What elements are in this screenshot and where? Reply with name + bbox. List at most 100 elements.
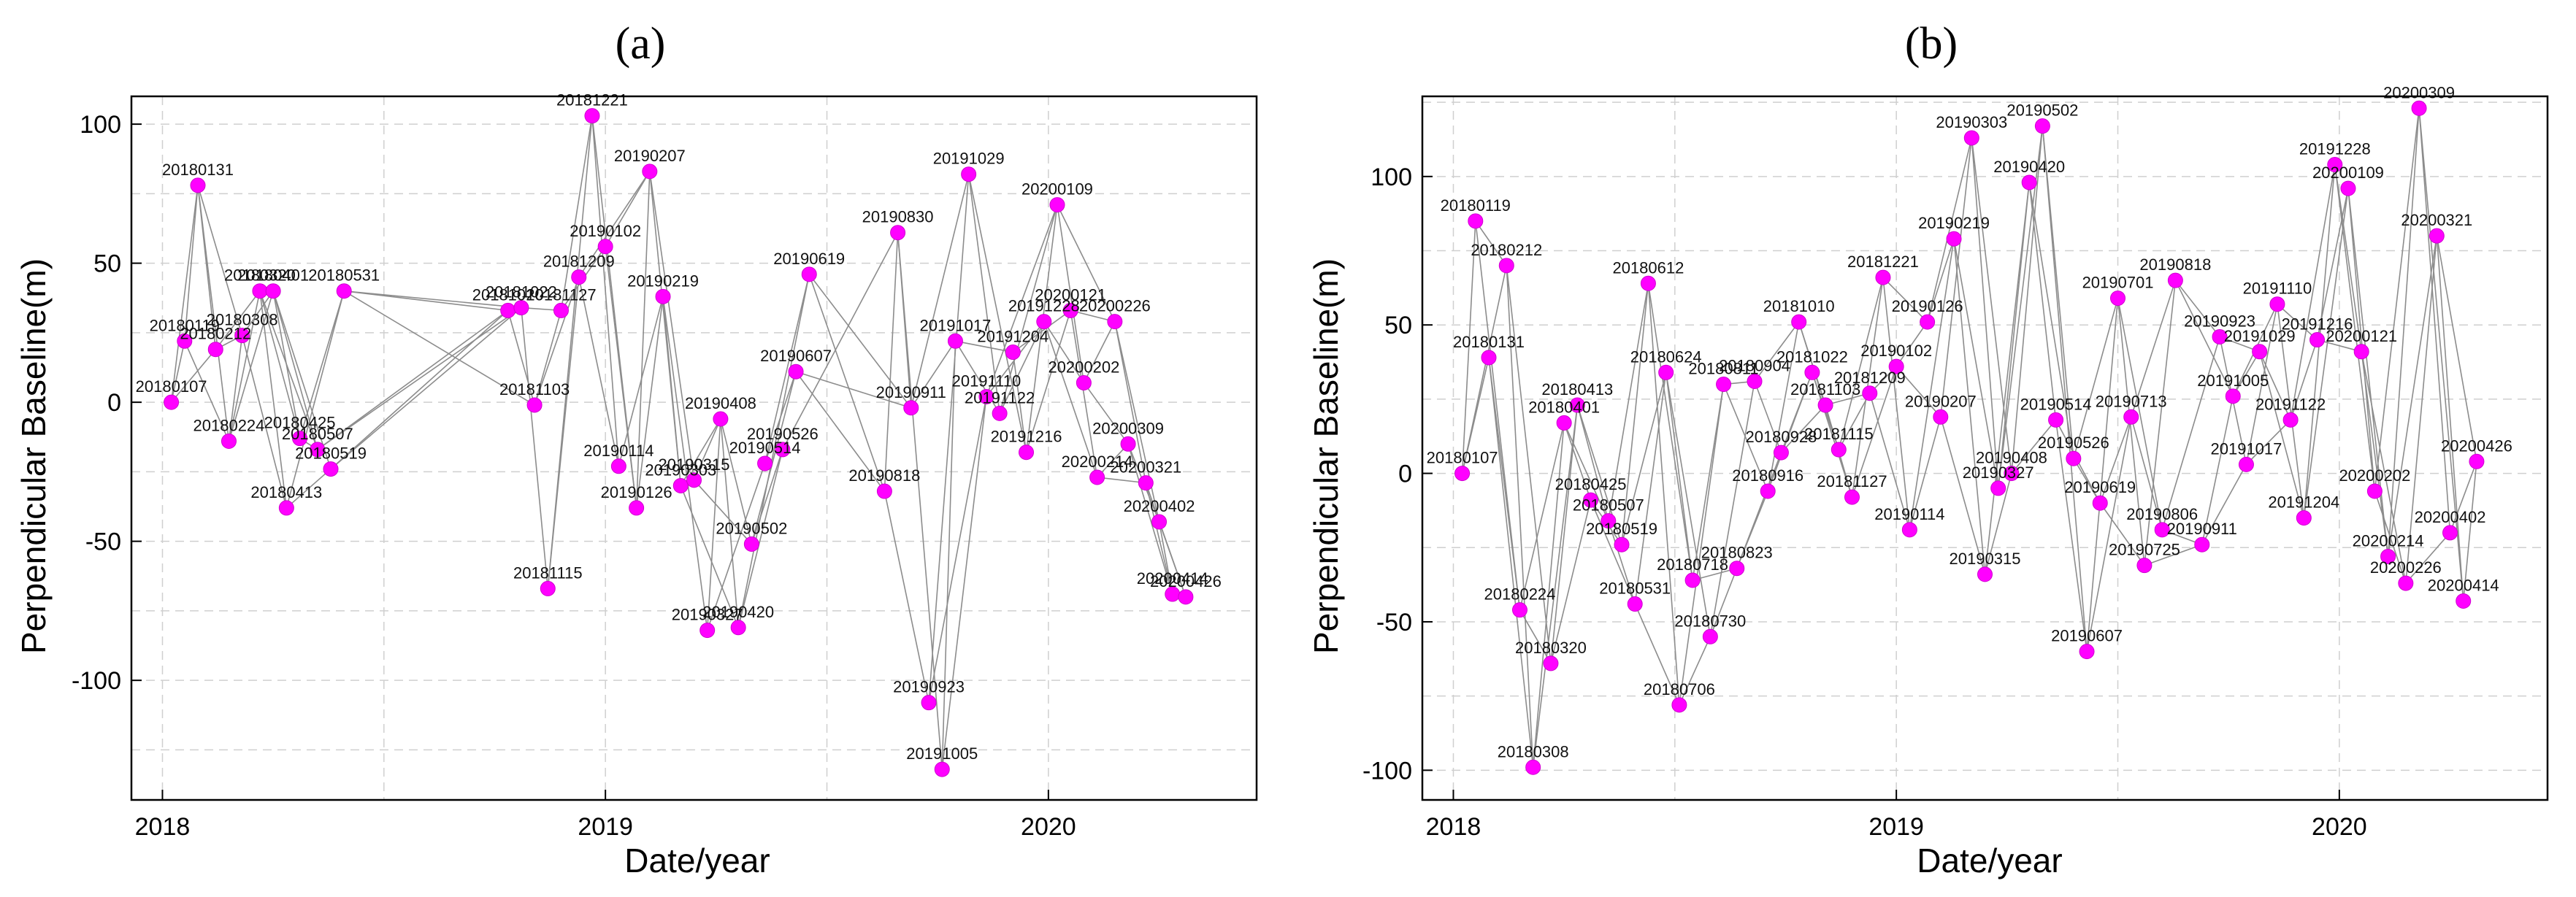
panel-b-title: (b) (1905, 19, 1958, 69)
panel-a-point-label: 20200214 (1062, 453, 1133, 471)
panel-a-interferogram-edge (170, 341, 185, 403)
panel-a-point-label: 20190619 (773, 250, 845, 268)
panel-b-interferogram-edge (2316, 188, 2349, 340)
panel-b-point-label: 20191216 (2282, 315, 2353, 334)
panel-a-interferogram-edge (941, 341, 957, 770)
panel-b-interferogram-edge (2277, 304, 2305, 518)
panel-a-interferogram-edge (228, 335, 243, 442)
panel-a-y-tick-label: 0 (107, 389, 121, 417)
panel-b-acquisition-point (1729, 561, 1745, 577)
panel-a-acquisition-point (1138, 475, 1154, 491)
panel-a-acquisition-point (876, 483, 892, 499)
panel-a-interferogram-edge (170, 185, 199, 403)
panel-b-interferogram-edge (1647, 283, 1680, 705)
panel-a-interferogram-edge (272, 290, 318, 450)
panel-b-point-label: 20180519 (1586, 520, 1657, 538)
panel-b-acquisition-point (1627, 596, 1643, 612)
panel-b-acquisition-point (2123, 409, 2139, 425)
panel-b-interferogram-edge (2161, 336, 2220, 531)
panel-a-interferogram-edge (299, 290, 345, 439)
panel-a-interferogram-edge (259, 290, 288, 509)
panel-a-interferogram-edge (1114, 321, 1160, 523)
panel-b-acquisition-point (1946, 231, 1962, 247)
panel-b-acquisition-point (1511, 602, 1527, 618)
panel-b-interferogram-edge (2436, 236, 2477, 462)
panel-b-point-label: 20191029 (2224, 327, 2296, 345)
panel-b-interferogram-edge (2387, 108, 2420, 557)
panel-b-interferogram-edge (1953, 239, 1999, 489)
panel-b-acquisition-point (1543, 655, 1559, 671)
panel-b-point-label: 20180507 (1573, 496, 1644, 515)
panel-b-interferogram-edge (2130, 417, 2163, 531)
panel-b-interferogram-edge (1461, 220, 1476, 474)
panel-b-interferogram-edge (2073, 458, 2101, 504)
panel-b-y-tick-label: 100 (1371, 163, 1412, 191)
panel-b-interferogram-edge (1563, 423, 1592, 501)
panel-a-interferogram-edge (751, 449, 783, 544)
panel-b-acquisition-point (2048, 412, 2064, 428)
panel-a-interferogram-edge (272, 290, 331, 469)
panel-a-acquisition-point (730, 620, 746, 636)
panel-a-y-axis-label: Perpendicular Baseline(m) (15, 258, 53, 654)
panel-b-acquisition-point (1671, 697, 1687, 713)
panel-b-point-label: 20180718 (1657, 555, 1728, 574)
panel-a-point-label: 20190315 (659, 455, 730, 474)
panel-b-acquisition-point (1901, 522, 1917, 538)
panel-b-acquisition-point (2194, 536, 2210, 553)
panel-b-interferogram-edge (1532, 423, 1565, 768)
panel-b-interferogram-edge (2418, 108, 2464, 601)
panel-a-interferogram-edge (808, 274, 886, 492)
panel-a-interferogram-edge (170, 349, 216, 403)
panel-a-interferogram-edge (1012, 352, 1027, 453)
panel-b-point-label: 20180624 (1630, 347, 1702, 366)
panel-a-interferogram-edge (941, 396, 987, 770)
panel-b-acquisition-point (1804, 364, 1820, 380)
panel-a-acquisition-point (190, 177, 206, 193)
panel-b-acquisition-point (2079, 644, 2095, 660)
panel-b-y-tick-label: 50 (1384, 312, 1412, 339)
panel-b-acquisition-point (1817, 397, 1833, 413)
panel-b-interferogram-edge (1679, 384, 1725, 705)
panel-b-point-label: 20190526 (2038, 434, 2109, 452)
panel-a-point-label: 20190126 (601, 483, 672, 501)
panel-a-interferogram-edge (795, 371, 912, 409)
panel-a-interferogram-edge (547, 277, 580, 589)
panel-a-interferogram-edge (897, 232, 943, 770)
panel-b-interferogram-edge (2258, 351, 2291, 420)
panel-a-point-label: 20200109 (1021, 180, 1093, 199)
panel-a-interferogram-edge (1043, 321, 1085, 383)
panel-a-acquisition-point (672, 477, 689, 493)
panel-a-interferogram-edge (883, 232, 899, 492)
panel-b-point-label: 20200426 (2441, 436, 2512, 455)
panel-a-point-label: 20190219 (627, 272, 699, 290)
panel-a-interferogram-edge (317, 307, 522, 450)
panel-b-interferogram-edge (1767, 321, 1800, 492)
panel-a-point-label: 20180413 (250, 483, 322, 501)
panel-a-point-label: 20180425 (264, 414, 336, 432)
panel-a-interferogram-edge (680, 418, 721, 486)
panel-b-acquisition-point (2469, 453, 2485, 469)
panel-b-y-tick-label: -50 (1376, 609, 1412, 636)
panel-b-interferogram-edge (1550, 499, 1592, 664)
panel-a-point-label: 20180224 (193, 416, 265, 434)
panel-a-acquisition-point (801, 266, 817, 282)
panel-a-interferogram-edge (1057, 204, 1116, 322)
panel-b-acquisition-point (2004, 466, 2020, 482)
panel-a-point-label: 20190327 (672, 606, 743, 624)
panel-a-acquisition-point (903, 400, 919, 416)
panel-b-interferogram-edge (2258, 351, 2305, 518)
panel-a-interferogram-edge (343, 290, 535, 406)
panel-b-interferogram-edge (2361, 351, 2389, 557)
panel-b-point-label: 20190114 (1874, 505, 1944, 523)
panel-b-acquisition-point (2366, 483, 2383, 499)
panel-a-interferogram-edge (285, 290, 345, 509)
panel-a-point-label: 20190607 (760, 347, 832, 365)
panel-b-point-label: 20180928 (1745, 428, 1817, 446)
panel-b-interferogram-edge (1709, 381, 1755, 637)
panel-b-interferogram-edge (2462, 461, 2477, 601)
panel-b-point-label: 20190806 (2126, 505, 2198, 523)
panel-b-point-label: 20190102 (1860, 342, 1932, 360)
panel-b-acquisition-point (1831, 442, 1847, 458)
panel-a-acquisition-point (164, 394, 180, 410)
panel-b-acquisition-point (1990, 480, 2006, 496)
